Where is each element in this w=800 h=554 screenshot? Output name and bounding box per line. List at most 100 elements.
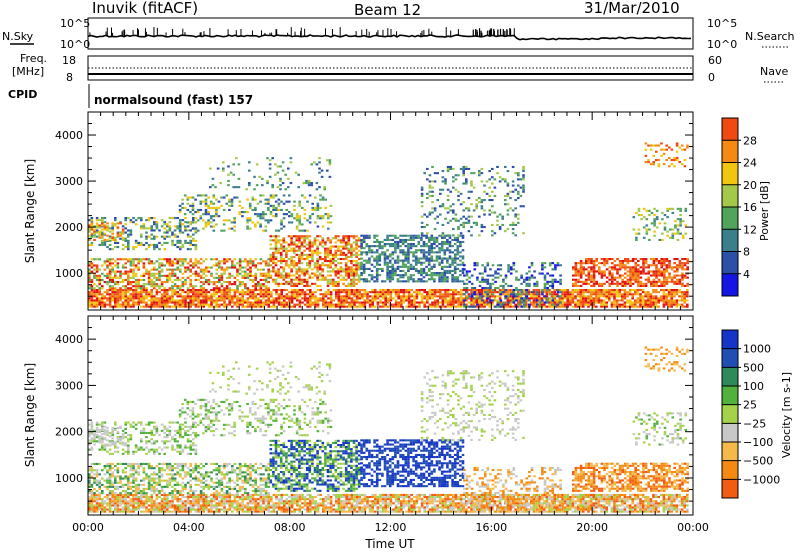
power-cell: [370, 278, 374, 281]
power-cell: [370, 255, 374, 258]
power-cell: [337, 247, 340, 250]
power-cell: [353, 293, 356, 296]
power-cell: [686, 282, 689, 285]
power-cell: [319, 215, 322, 218]
power-cell: [181, 303, 185, 306]
power-cell: [228, 293, 231, 296]
power-cell: [163, 248, 166, 251]
power-cell: [204, 225, 208, 228]
power-cell: [184, 217, 187, 220]
power-cell: [145, 237, 148, 240]
power-cell: [132, 305, 135, 308]
power-cell: [444, 305, 447, 308]
power-cell: [652, 258, 656, 261]
power-cell: [610, 291, 614, 294]
power-cell: [476, 303, 479, 306]
power-cell: [202, 283, 205, 286]
power-cell: [308, 266, 312, 269]
power-cell: [439, 295, 442, 298]
power-cell: [660, 297, 663, 300]
power-cell: [246, 303, 250, 306]
power-cell: [649, 303, 653, 306]
power-cell: [284, 188, 287, 191]
power-cell: [404, 257, 408, 260]
power-cell: [476, 264, 479, 267]
power-cell: [103, 268, 107, 271]
power-cell: [173, 274, 177, 277]
power-cell: [337, 268, 340, 271]
power-cell: [233, 229, 236, 232]
power-cell: [90, 301, 94, 304]
power-cell: [394, 259, 397, 262]
power-cell: [334, 237, 338, 240]
power-cell: [350, 291, 354, 294]
power-cell: [436, 303, 439, 306]
power-cell: [95, 274, 99, 277]
power-cell: [137, 297, 140, 300]
power-cell: [602, 289, 606, 292]
power-cell: [210, 301, 213, 304]
power-cell: [461, 269, 465, 272]
power-cell: [339, 239, 343, 242]
power-cell: [352, 282, 356, 285]
power-cell: [264, 198, 268, 201]
power-cell: [228, 299, 231, 302]
power-cell: [595, 280, 598, 283]
power-cell: [342, 237, 345, 240]
power-cell: [257, 303, 260, 306]
power-cell: [267, 202, 270, 205]
power-cell: [475, 205, 478, 208]
power-cell: [561, 293, 564, 296]
power-cell: [358, 305, 361, 308]
power-cell: [517, 305, 520, 308]
power-cell: [158, 303, 161, 306]
power-cell: [116, 293, 120, 296]
power-cell: [179, 260, 182, 263]
power-cell: [486, 301, 490, 304]
power-cell: [618, 291, 621, 294]
power-cell: [409, 276, 413, 279]
power-cell: [199, 287, 203, 290]
power-cell: [147, 272, 151, 275]
power-cell: [344, 264, 348, 267]
power-cell: [106, 225, 109, 228]
power-cell: [220, 272, 224, 275]
power-cell: [218, 264, 221, 267]
noise-tick-high-right: 10^5: [707, 17, 737, 30]
power-cell: [647, 272, 650, 275]
power-cell: [306, 219, 309, 222]
power-cell: [166, 301, 169, 304]
power-cell: [360, 257, 363, 260]
power-cell: [215, 262, 218, 265]
power-cell: [215, 281, 218, 284]
power-cell: [649, 295, 653, 298]
power-cell: [582, 303, 585, 306]
power-cell: [147, 305, 151, 308]
power-cell: [270, 293, 273, 296]
power-cell: [574, 305, 577, 308]
power-cell: [655, 272, 658, 275]
power-cell: [202, 305, 205, 308]
power-cell: [428, 289, 432, 292]
power-cell: [451, 280, 454, 283]
power-cell: [465, 165, 468, 168]
power-cell: [124, 295, 127, 298]
power-cell: [93, 295, 96, 298]
power-cell: [587, 301, 590, 304]
power-cell: [212, 202, 216, 205]
power-cell: [657, 280, 661, 283]
power-cell: [218, 299, 221, 302]
power-cell: [655, 282, 658, 285]
power-cell: [306, 301, 309, 304]
power-cell: [106, 303, 109, 306]
power-cell: [678, 282, 682, 285]
power-cell: [124, 217, 127, 220]
power-cell: [261, 194, 265, 197]
power-cell: [129, 289, 133, 292]
power-cell: [293, 200, 296, 203]
power-cell: [279, 188, 282, 191]
power-cell: [676, 274, 679, 277]
power-cell: [566, 291, 569, 294]
power-cell: [305, 280, 309, 283]
power-cell: [101, 243, 104, 246]
